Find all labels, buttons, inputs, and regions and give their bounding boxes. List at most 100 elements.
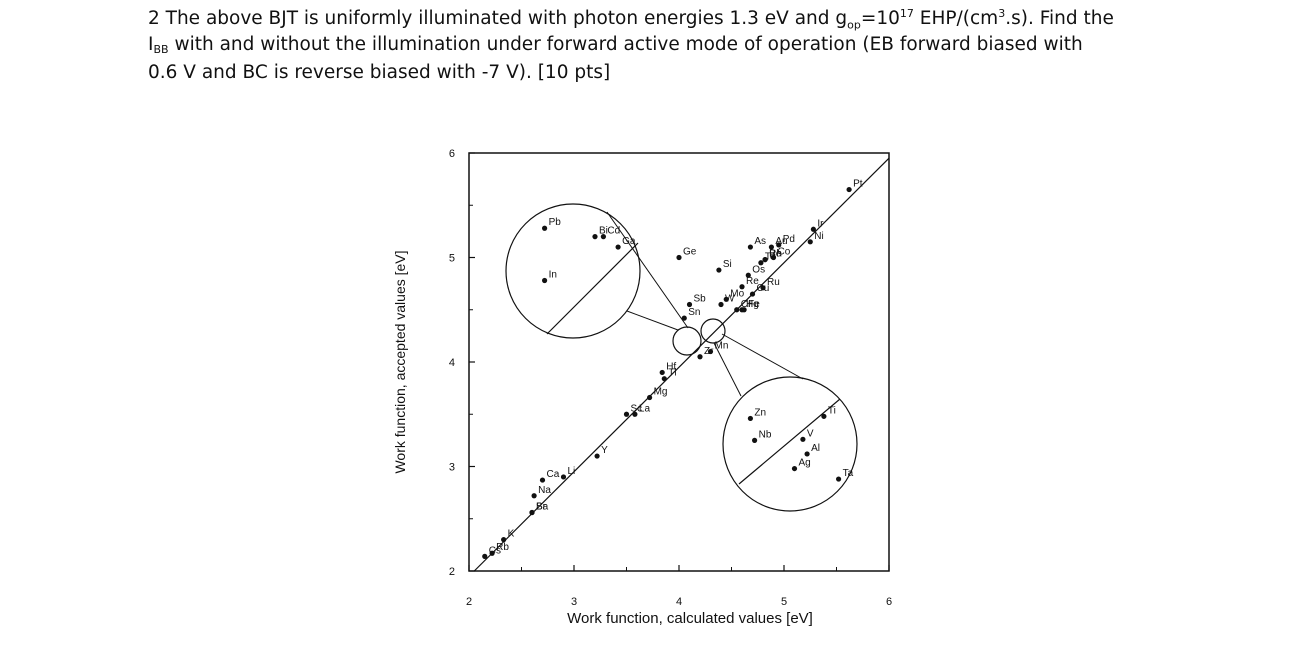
point-marker — [747, 244, 754, 250]
cube-superscript: 3 — [998, 6, 1006, 20]
point-label: Ti — [828, 405, 836, 416]
problem-line-2: IBB with and without the illumination un… — [148, 32, 1188, 60]
point-label: Os — [752, 264, 765, 275]
point-label: Ba — [536, 501, 549, 512]
point-label: Cr — [741, 299, 752, 310]
data-point-pt: Pt — [846, 179, 863, 193]
point-marker — [560, 474, 567, 480]
point-marker — [810, 226, 817, 232]
point-marker — [768, 244, 775, 250]
point-marker — [661, 376, 667, 382]
point-label: Cd — [607, 226, 620, 237]
data-points: CsKRbNaBaSrCaLiYScLaMgHfTlZrMnCrHgFeSnSb… — [482, 179, 863, 559]
data-point-w: W — [718, 294, 735, 308]
data-point-sc: Sc — [623, 403, 643, 417]
problem-text-3: EHP/(cm — [913, 8, 999, 29]
point-label: Te — [765, 252, 776, 263]
point-label: Na — [538, 485, 551, 496]
point-marker — [716, 267, 722, 273]
point-marker — [659, 369, 665, 376]
g-subscript: op — [847, 18, 861, 32]
plot-frame — [468, 152, 890, 572]
y-tick-label: 3 — [449, 462, 455, 474]
zoom-connector-1 — [626, 310, 679, 331]
point-label: Ge — [683, 247, 697, 258]
x-tick-label: 2 — [466, 596, 472, 608]
point-marker — [752, 437, 758, 443]
point-marker — [800, 436, 806, 442]
point-label: Mo — [730, 288, 744, 299]
point-label: Rb — [496, 542, 509, 553]
zoom-connector-4 — [721, 333, 804, 380]
data-point-ag: Ag — [791, 458, 811, 472]
point-marker — [594, 453, 600, 459]
data-point-na: Na — [531, 485, 551, 499]
data-point-cr: Cr — [734, 299, 752, 313]
x-tick-label: 6 — [886, 596, 892, 608]
point-marker — [734, 307, 740, 313]
data-point-in: In — [542, 269, 557, 284]
data-point-mg: Mg — [647, 387, 668, 401]
x-tick-label: 5 — [781, 596, 787, 608]
data-point-co: Co — [770, 247, 791, 261]
point-marker — [745, 272, 751, 278]
source-circle-left — [672, 326, 702, 356]
axis-ticks — [468, 152, 890, 572]
zoom-connector-3 — [713, 342, 742, 397]
point-marker — [542, 277, 548, 284]
point-marker — [489, 550, 495, 556]
point-label: Bi — [599, 226, 608, 237]
data-point-cs: Cs — [482, 545, 501, 559]
problem-text-2: =10 — [860, 8, 900, 29]
point-label: Ni — [814, 231, 823, 242]
point-label: Al — [811, 443, 820, 454]
data-point-ti: Ti — [821, 405, 836, 419]
point-marker — [697, 354, 703, 360]
point-label: Nb — [759, 429, 772, 440]
point-marker — [718, 301, 724, 308]
data-point-au: Au — [768, 236, 788, 250]
problem-text-1: 2 The above BJT is uniformly illuminated… — [148, 8, 848, 29]
point-label: Ca — [547, 469, 560, 480]
point-marker — [632, 411, 638, 417]
point-label: Rh — [769, 249, 782, 260]
point-label: Hg — [746, 299, 759, 310]
problem-statement: 2 The above BJT is uniformly illuminated… — [148, 6, 1188, 86]
point-marker — [749, 291, 756, 297]
point-label: Ir — [817, 218, 824, 229]
point-label: Hf — [666, 361, 676, 372]
tick-labels: 2 3 4 5 6 2 3 4 5 6 — [449, 148, 892, 608]
data-point-ca: Ca — [539, 469, 560, 483]
point-label: Re — [746, 276, 759, 287]
point-marker — [821, 413, 827, 419]
data-point-re: Re — [739, 276, 759, 290]
point-label: Ga — [622, 236, 636, 247]
data-point-bi: Bi — [592, 226, 608, 240]
exponent: 17 — [899, 6, 914, 20]
data-point-k: K — [501, 529, 515, 543]
point-marker — [676, 254, 682, 261]
point-label: Fe — [748, 299, 760, 310]
point-marker — [707, 348, 714, 355]
data-point-cd: Cd — [600, 226, 620, 240]
point-label: Sc — [631, 403, 643, 414]
zoom-circle-upper — [505, 203, 641, 339]
point-label: Zn — [754, 407, 766, 418]
x-tick-label: 4 — [676, 596, 682, 608]
point-marker — [600, 234, 607, 240]
y-tick-label: 6 — [449, 148, 455, 160]
point-label: Mn — [715, 341, 729, 352]
data-point-rb: Rb — [489, 542, 509, 556]
point-marker — [592, 234, 598, 240]
data-point-ru: Ru — [760, 277, 780, 291]
point-label: Pb — [549, 217, 562, 228]
data-point-tl: Tl — [661, 368, 677, 382]
current-symbol: I — [148, 34, 154, 55]
point-marker — [501, 537, 507, 543]
point-label: Sb — [694, 294, 707, 305]
data-point-ta: Ta — [836, 468, 854, 482]
point-label: Li — [568, 466, 576, 477]
point-marker — [623, 411, 630, 417]
data-point-pb: Pb — [542, 217, 561, 231]
point-label: W — [725, 294, 735, 305]
